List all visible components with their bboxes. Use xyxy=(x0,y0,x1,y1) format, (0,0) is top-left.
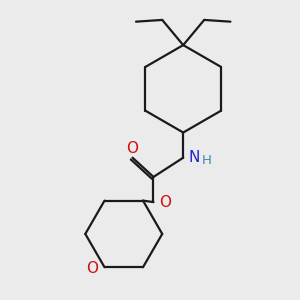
Text: O: O xyxy=(159,195,171,210)
Text: O: O xyxy=(127,141,139,156)
Text: N: N xyxy=(188,150,200,165)
Text: H: H xyxy=(201,154,211,167)
Text: O: O xyxy=(86,262,98,277)
